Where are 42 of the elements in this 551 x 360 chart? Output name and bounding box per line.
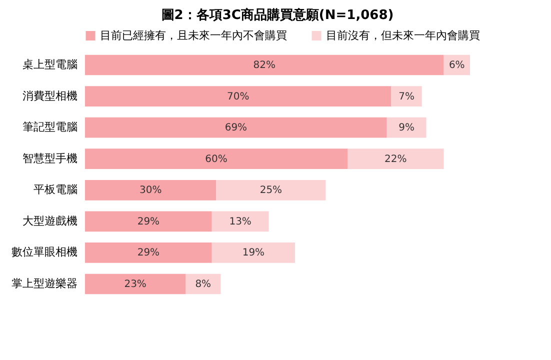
data-label: 6% [448,60,465,71]
y-tick-label: 筆記型電腦 [22,120,78,134]
bar [85,86,392,106]
data-label: 23% [124,279,146,290]
y-tick-label: 掌上型遊樂器 [12,277,78,290]
y-tick-label: 智慧型手機 [22,152,78,165]
bar [85,274,186,294]
data-label: 8% [195,279,212,290]
y-tick-label: 大型遊戲機 [22,214,78,228]
data-label: 29% [137,216,160,228]
y-tick-label: 平板電腦 [34,183,78,196]
bar [386,117,426,138]
data-label: 70% [227,91,250,102]
data-label: 30% [140,185,162,196]
bar [186,274,221,294]
data-label: 69% [224,122,248,134]
bar [85,180,216,200]
y-tick-label: 數位單眼相機 [12,246,78,259]
data-label: 9% [398,122,414,134]
data-label: 7% [398,91,414,102]
data-label: 22% [384,154,407,165]
data-label: 29% [137,248,160,259]
bar [85,54,444,76]
bar [85,211,212,232]
data-label: 13% [229,216,252,228]
data-label: 25% [260,185,282,196]
chart-title: 圖2：各項3C商品購買意願(N=1,068) [161,7,394,23]
bar [85,148,348,170]
bar [212,211,269,232]
bar [391,86,422,106]
bar [348,148,444,170]
data-label: 82% [253,60,276,71]
y-tick-label: 桌上型電腦 [22,58,78,71]
bar [216,180,326,200]
bar [212,242,295,263]
legend-label: 目前沒有，但未來一年內會購買 [326,28,480,42]
bar [85,242,212,263]
legend-label: 目前已經擁有，且未來一年內不會購買 [100,28,287,42]
data-label: 19% [242,248,265,259]
bar [85,117,387,138]
data-label: 60% [205,154,228,165]
y-tick-label: 消費型相機 [22,89,78,102]
